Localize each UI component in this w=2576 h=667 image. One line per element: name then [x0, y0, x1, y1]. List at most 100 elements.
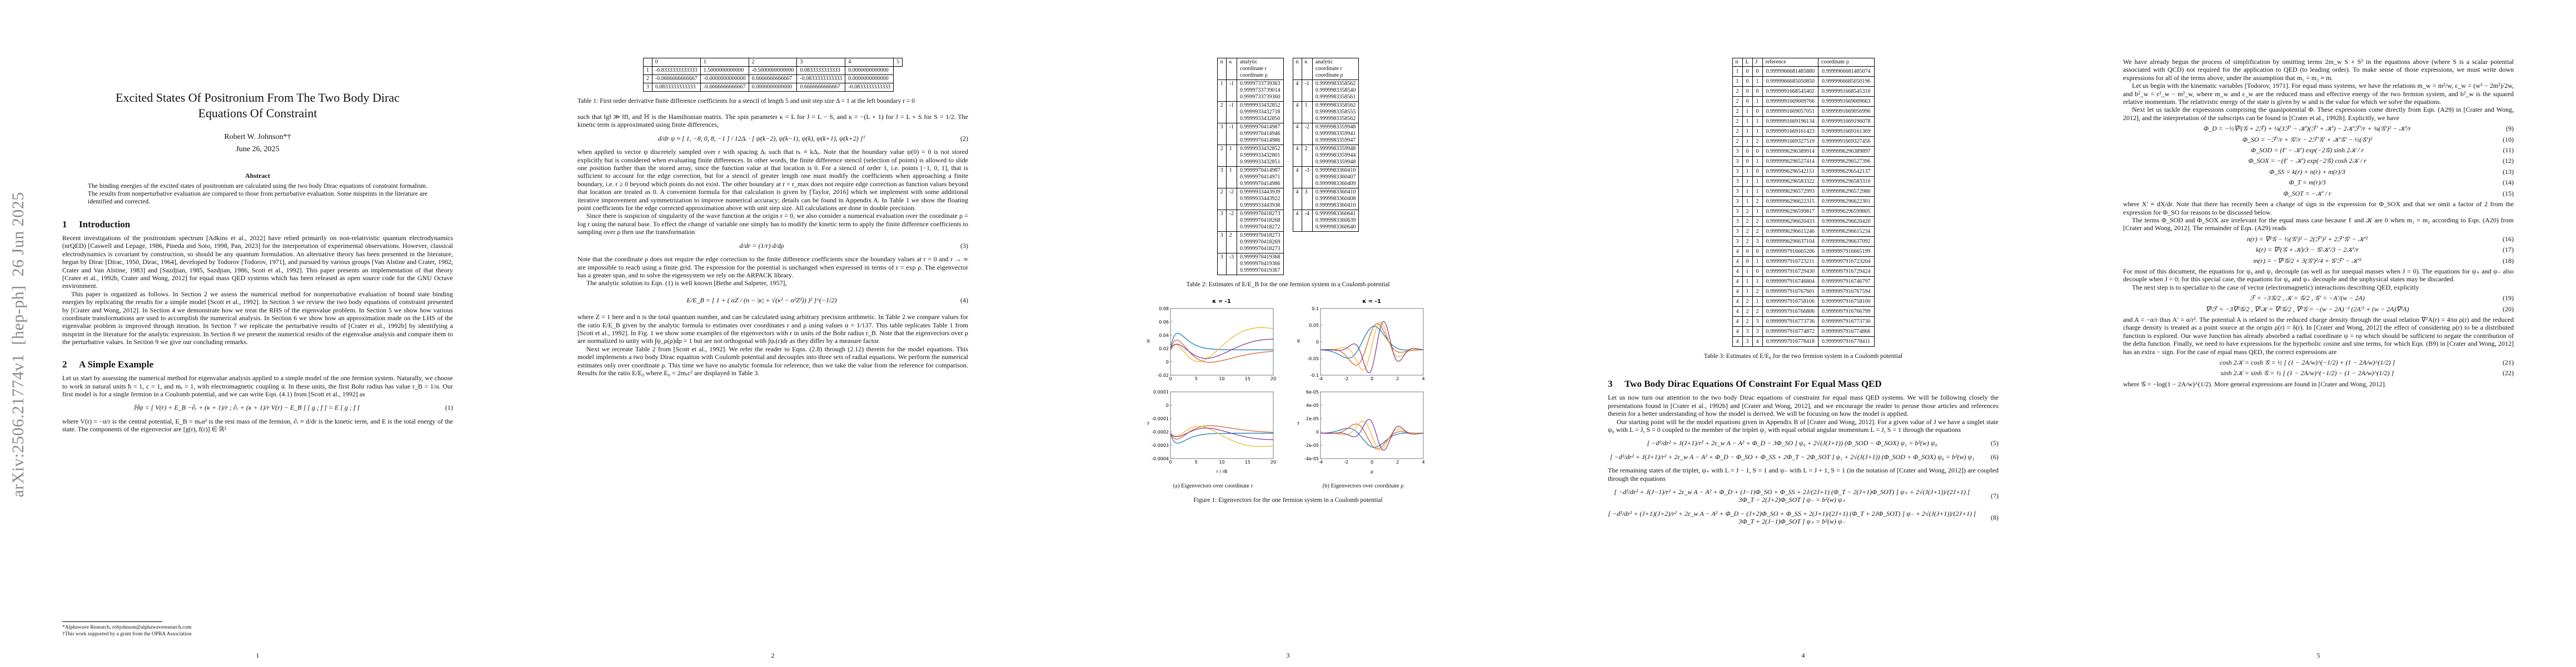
table-cell: 0.9999997916767601 [1762, 286, 1818, 297]
table-cell-line: 0.9999970418272 [1240, 224, 1280, 230]
table-cell-line: 0.9999970414987 [1240, 124, 1280, 130]
table-cell-line: 0.9999983359947 [1315, 137, 1356, 143]
table-cell-line: 0.9999983359948 [1315, 124, 1356, 130]
table-cell: 2 [1217, 145, 1227, 167]
subfigure: κ = -1 0.1 0.05 0 -0.05 -0.1 g -4 -2 0 2 4 6e-05 4e-0… [1294, 296, 1433, 491]
table-cell-line: 0.9999970418269 [1240, 239, 1280, 245]
equation: ℍψ = [ V(r) + E_B −∂ᵣ + (κ + 1)/r ; ∂ᵣ +… [62, 404, 453, 411]
table-wrap: n κ analytic coordinate r coordinate ρ 1 -1 0.9… [1093, 58, 1483, 275]
table-cell: 0 [1752, 106, 1763, 117]
footnotes: *Alphawave Research, robjohnson@alphawav… [62, 621, 453, 638]
table-cell-line: 0.9999983359948 [1315, 159, 1356, 165]
table-cell-line: 0.9999933432852 [1240, 146, 1280, 152]
table-header-cell: J [1752, 58, 1763, 67]
table-cell-line: 0.9999983360641 [1315, 211, 1356, 217]
curve [1320, 326, 1423, 359]
section-heading: 2 A Simple Example [62, 359, 453, 370]
table-cell: 2 [1752, 226, 1763, 237]
plot-frame [1320, 308, 1423, 376]
table-cell: 0.9999996296620433 [1762, 216, 1818, 227]
table-cell-line: 0.9999983358562 [1315, 81, 1356, 87]
table-cell: 1 [1752, 276, 1763, 287]
table-cell: 0.9999966681485074 [1818, 66, 1875, 77]
table-cell: 0 [1752, 166, 1763, 177]
table-cell: 0 [1742, 96, 1753, 107]
equation-block: ℱ = −3𝒢/2 , 𝒦 = 𝒢/2 , 𝒢′ = −A′/(w − 2A) (… [2123, 294, 2514, 313]
equation-number: (3) [960, 241, 968, 250]
equation-number: (12) [2503, 157, 2514, 165]
table-cell: 4 [1292, 166, 1302, 188]
axis-label: g [1297, 338, 1299, 343]
x-tick-label: 20 [1270, 460, 1275, 465]
table-cell-line: 0.9999983360410 [1315, 189, 1356, 195]
table-header-row: n κ analytic coordinate r coordinate ρ [1292, 58, 1359, 80]
table-cell: -0.0000000000000 [700, 74, 749, 83]
x-tick-label: 20 [1270, 376, 1275, 381]
curve [1169, 426, 1273, 447]
table-cell: 2 [1742, 236, 1753, 247]
table-row: 3 2 2 0.9999996296620433 0.9999996296620420 [1732, 216, 1875, 227]
table-cell: 0.9999991669327519 [1762, 136, 1818, 147]
equation: ℱ = −3𝒢/2 , 𝒦 = 𝒢/2 , 𝒢′ = −A′/(w − 2A) (… [2123, 294, 2514, 302]
footnote: †This work supported by a grant from the… [62, 631, 192, 637]
y-tick-label: 0.0001 [1153, 390, 1169, 395]
table-cell: -1 [1301, 79, 1313, 102]
equation-body: [ −d²/dr² + J(J−1)/r² + 2ε_w A − A² + Φ_… [1614, 488, 1970, 504]
equation: Φ_D = −½∇²(𝒢 + 2ℱ) + ¼(3ℱ′ − 𝒦′)(ℱ′ + 𝒦′… [2123, 125, 2514, 132]
equation-body: ℱ = −3𝒢/2 , 𝒦 = 𝒢/2 , 𝒢′ = −A′/(w − 2A) [2250, 294, 2365, 302]
table-cell-line: 0.9999933432718 [1240, 109, 1280, 115]
x-tick-label: 2 [1396, 460, 1399, 465]
page-content: We have already begun the process of sim… [2123, 58, 2514, 388]
table-cell: 0.9999996296615246 [1762, 226, 1818, 237]
curve [1169, 339, 1273, 359]
table-cell: 3 [1752, 326, 1763, 337]
table-cell: -0.0666666666667 [651, 74, 701, 83]
table-cell: 3 [1732, 156, 1743, 167]
equation-body: m(r) = −∇²𝒢/2 + 3(𝒢′)²/4 + 𝒢′ℱ′ − 𝒦′² [2253, 256, 2361, 265]
table-cell: 3 [1732, 196, 1743, 207]
equation-number: (6) [1991, 452, 1999, 461]
table-cell: 0.9999996296599817 [1762, 206, 1818, 217]
table-cell-line: 0.9999970419368 [1240, 254, 1280, 260]
table-cell: -0.0833333333333 [845, 83, 894, 92]
table-cell: 0.9999970419368 0.9999970419366 0.99999704… [1237, 253, 1284, 275]
y-tick-label: -0.0001 [1152, 416, 1169, 421]
equation: Φ_T = m(r)/3 (14) [2123, 178, 2514, 186]
table-row: 4 3 0.9999983360410 0.9999983360408 0.999998… [1292, 188, 1359, 210]
table-row: 4 0 1 0.9999997916723211 0.9999997916723204 [1732, 256, 1875, 267]
x-tick-label: -4 [1318, 376, 1323, 381]
equation: [ −d²/dr² + J(J−1)/r² + 2ε_w A − A² + Φ_… [1608, 488, 1999, 504]
equation-body: Φ_SS = k(r) + n(r) + m(r)/3 [2269, 167, 2345, 176]
table-cell: 0.9999997916729424 [1818, 266, 1875, 277]
section-title: A Simple Example [79, 359, 154, 370]
page: 0 1 2 3 4 5 1 -0.8333333333333 1.5000000000000 -0… [515, 0, 1030, 667]
table-cell-line: 0.9999983359948 [1315, 146, 1356, 152]
table-cell: 0.9999996296599805 [1818, 206, 1875, 217]
equation-number: (7) [1991, 492, 1999, 500]
table-cell: 0.9999997916723211 [1762, 256, 1818, 267]
table-cell: 0.9999997916665199 [1818, 246, 1875, 257]
y-tick-label: -0.02 [1157, 373, 1169, 378]
table-row: 3 0 0 0.9999996296389914 0.9999996296389897 [1732, 146, 1875, 157]
table-cell-line: 0.9999970414987 [1240, 167, 1280, 173]
x-tick-label: 0 [1370, 376, 1373, 381]
table-row: 2 -0.0666666666667 -0.0000000000000 0.66666… [642, 74, 902, 83]
table-row: 2 1 1 0.9999991669196134 0.9999991669196078 [1732, 116, 1875, 127]
table-row: 3 0 1 0.9999996296527414 0.9999996296527396 [1732, 156, 1875, 167]
x-tick-label: -2 [1344, 460, 1348, 465]
table-cell-line: 0.9999970414946 [1240, 131, 1280, 137]
abstract: The binding energies of the excited stat… [88, 183, 427, 205]
equation-body: [ −d²/dr² + J(J+1)/r² + 2ε_w A − A² + Φ_… [1647, 439, 1937, 447]
table-cell-line: 0.9999983360639 [1315, 217, 1356, 223]
table-cell-line: 0.9999983358562 [1315, 116, 1356, 122]
table-cell: 4 [1732, 296, 1743, 307]
y-tick-label: -0.0003 [1152, 443, 1169, 448]
table-cell: 0.9999996296583310 [1818, 176, 1875, 187]
table-cell: 0.9999996296622315 [1762, 196, 1818, 207]
table-cell: -2 [1225, 210, 1238, 232]
table-cell: 4 [1732, 256, 1743, 267]
table-row: 1 0 0 0.9999966681485880 0.9999966681485074 [1732, 66, 1875, 77]
paragraph: Let us start by assessing the numerical … [62, 374, 453, 398]
